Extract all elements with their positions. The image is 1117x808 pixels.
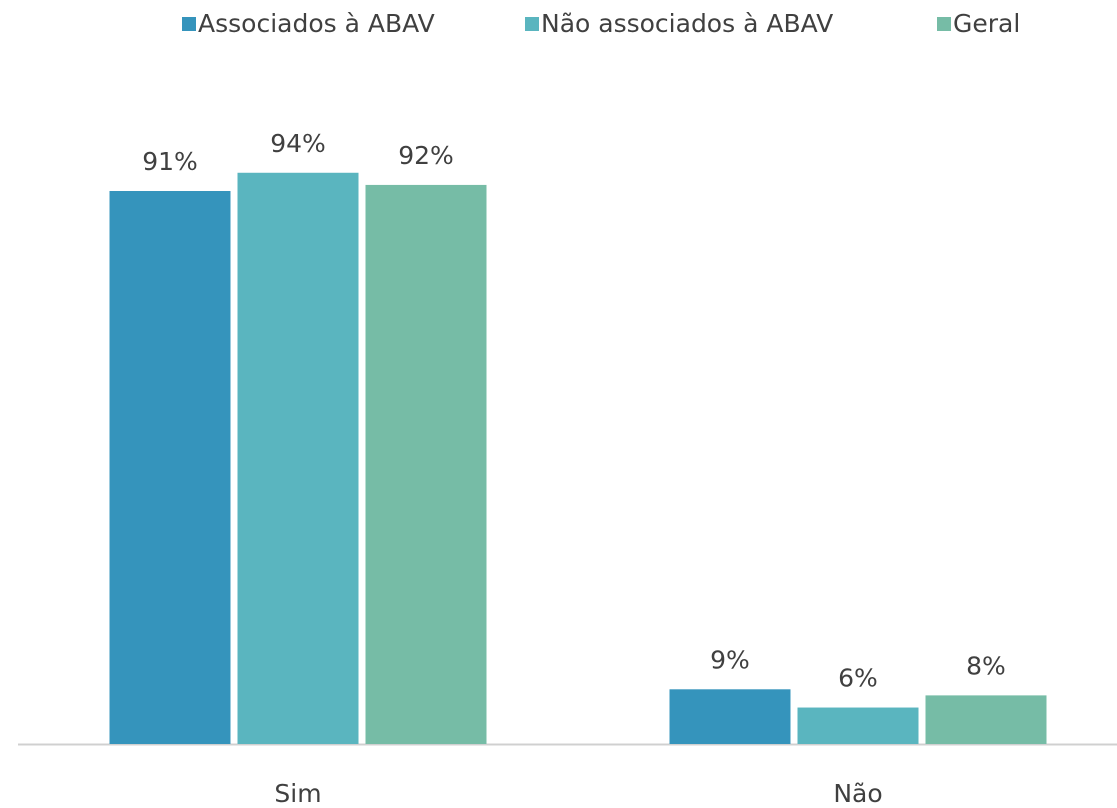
- legend-label: Geral: [953, 9, 1020, 38]
- legend-swatch: [525, 17, 539, 31]
- bar: [365, 184, 487, 744]
- data-label: 8%: [966, 651, 1006, 680]
- data-label: 94%: [270, 129, 326, 158]
- legend-label: Associados à ABAV: [198, 9, 435, 38]
- data-label: 9%: [710, 645, 750, 674]
- bar: [925, 695, 1047, 744]
- data-label: 6%: [838, 664, 878, 693]
- bar: [237, 172, 359, 745]
- data-label: 92%: [398, 141, 454, 170]
- legend-swatch: [182, 17, 196, 31]
- bar: [797, 707, 919, 744]
- x-tick-label: Não: [833, 779, 882, 808]
- data-label: 91%: [142, 147, 198, 176]
- x-tick-label: Sim: [274, 779, 321, 808]
- bar: [669, 689, 791, 744]
- legend-label: Não associados à ABAV: [541, 9, 833, 38]
- bar: [109, 190, 231, 745]
- legend-swatch: [937, 17, 951, 31]
